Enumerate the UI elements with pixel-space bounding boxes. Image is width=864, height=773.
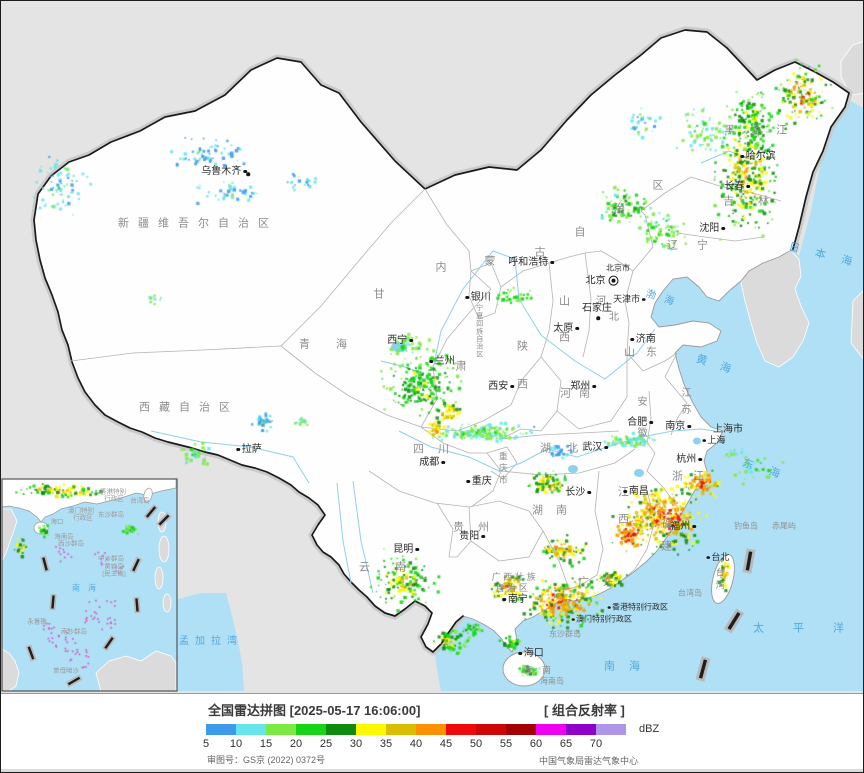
colorbar-segment — [296, 724, 326, 735]
colorbar-tick: 40 — [409, 738, 423, 750]
bottom-strip — [1, 769, 863, 772]
map-review-number: 审图号：GS京 (2022) 0372号 — [207, 755, 326, 765]
product-type-label: [ 组合反射率 ] — [544, 703, 625, 718]
colorbar-tick: 35 — [379, 738, 393, 750]
colorbar-segment — [326, 724, 356, 735]
colorbar-segment — [266, 724, 296, 735]
colorbar-tick: 55 — [499, 738, 513, 750]
colorbar-tick: 45 — [439, 738, 453, 750]
colorbar-tick: 5 — [202, 738, 210, 750]
colorbar-tick: 20 — [289, 738, 303, 750]
colorbar-segment — [476, 724, 506, 735]
unit-label: dBZ — [639, 723, 660, 735]
china-radar-map: 新疆维吾尔自治区 西藏自治区 青海甘肃内蒙古自治区宁夏回族自治区 陕西 山西河北山东 河南… — [1, 1, 863, 693]
colorbar-tick: 70 — [589, 738, 603, 750]
colorbar-tick: 30 — [349, 738, 363, 750]
bay-of-bengal — [171, 593, 244, 691]
colorbar-segment — [536, 724, 566, 735]
colorbar-tick: 60 — [529, 738, 543, 750]
colorbar-segment — [236, 724, 266, 735]
colorbar-segment — [446, 724, 476, 735]
colorbar-tick: 15 — [259, 738, 273, 750]
legend-panel: 全国雷达拼图 [2025-05-17 16:06:00] [ 组合反射率 ] d… — [1, 693, 863, 770]
colorbar-segment — [566, 724, 596, 735]
colorbar-tick: 65 — [559, 738, 573, 750]
colorbar-segment — [596, 724, 626, 735]
colorbar-segment — [386, 724, 416, 735]
map-title: 全国雷达拼图 [2025-05-17 16:06:00] — [208, 703, 421, 718]
colorbar-tick: 50 — [469, 738, 483, 750]
colorbar-segment — [206, 724, 236, 735]
south-china-sea-inset — [1, 478, 178, 692]
basemap — [1, 26, 863, 692]
colorbar-segment — [416, 724, 446, 735]
reflectivity-colorbar — [206, 724, 626, 735]
colorbar-ticks: 5 10 15 20 25 30 35 40 45 50 55 60 65 70 — [202, 738, 646, 750]
colorbar-tick: 10 — [229, 738, 243, 750]
hainan-island — [502, 651, 546, 687]
colorbar-tick: 25 — [319, 738, 333, 750]
agency-credit: 中国气象局雷达气象中心 — [538, 756, 638, 766]
colorbar-segment — [506, 724, 536, 735]
colorbar-segment — [356, 724, 386, 735]
